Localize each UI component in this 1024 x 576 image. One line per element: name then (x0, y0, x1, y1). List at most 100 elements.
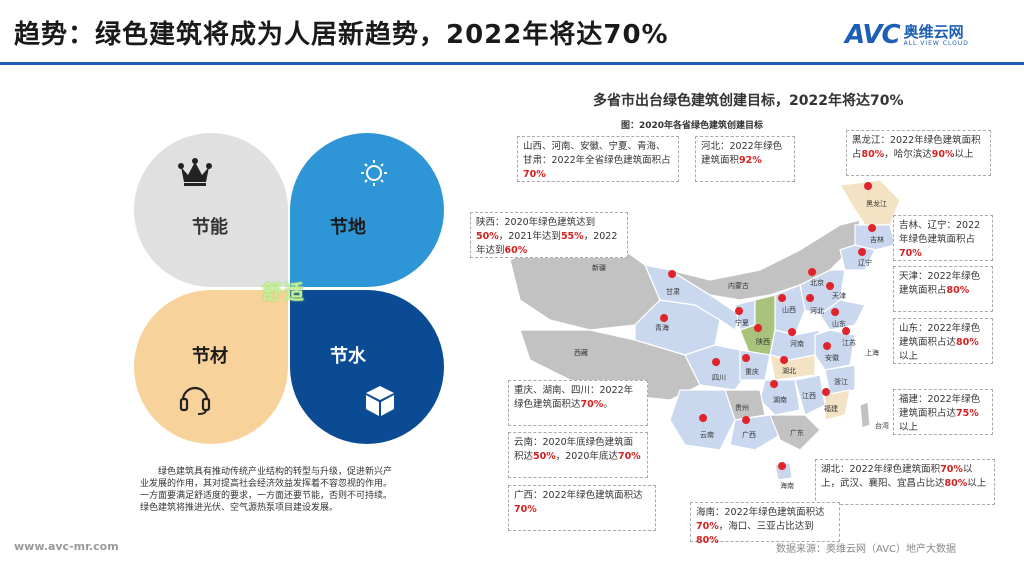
province-label: 四川 (712, 374, 726, 382)
note-text: 河北：2022年绿色建筑面积 (701, 141, 783, 166)
footer-url: www.avc-mr.com (14, 540, 119, 553)
province-label: 江苏 (842, 338, 856, 347)
pin-icon (868, 224, 877, 240)
province-label: 山西 (782, 305, 796, 314)
province-label: 陕西 (756, 337, 770, 346)
description-line: 一方面要满足舒适度的要求，一方面还要节能，否则不可持续。 (140, 491, 393, 501)
province-label: 广东 (790, 428, 804, 437)
pin-icon (735, 307, 744, 323)
note-shaanxi: 陕西：2020年绿色建筑达到 50%，2021年达到55%，2022年达到60% (470, 212, 628, 258)
note-highlight: 75% (956, 408, 979, 419)
petal-material: 节材 (134, 290, 288, 444)
pin-icon (668, 270, 677, 286)
note-heilongjiang: 黑龙江：2022年绿色建筑面积占80%，哈尔滨达90%以上 (846, 130, 991, 176)
note-highlight: 70% (696, 521, 719, 532)
pin-icon (778, 294, 787, 310)
note-text: ，海口、三亚占比达到 (718, 521, 814, 532)
note-highlight: 80% (946, 285, 970, 296)
province-label: 湖北 (782, 366, 796, 375)
note-text: 以上 (899, 351, 919, 362)
province-label: 河北 (810, 307, 824, 315)
logo-avc-text: AVC (845, 20, 901, 50)
note-yunnan: 云南：2020年底绿色建筑面积达50%，2020年底达70% (508, 432, 648, 478)
pin-icon (826, 282, 835, 298)
pin-icon (712, 358, 721, 374)
province-label: 湖南 (773, 395, 787, 404)
note-text: 黑龙江：2022年绿色建筑面积占 (852, 135, 981, 160)
province-label: 海南 (780, 481, 794, 490)
province-fujian (824, 389, 851, 421)
pin-icon (742, 416, 751, 432)
province-label: 浙江 (834, 377, 848, 386)
province-label: 天津 (832, 292, 846, 300)
province-label: 辽宁 (858, 258, 872, 267)
note-hubei: 湖北：2022年绿色建筑面积70%以上，武汉、襄阳、宜昌占比达80%以上 (815, 459, 995, 505)
logo-en-text: ALL VIEW CLOUD (903, 39, 969, 47)
map-subtitle: 图：2020年各省绿色建筑创建目标 (621, 121, 764, 131)
data-source: 数据来源：奥维云网（AVC）地产大数据 (776, 544, 957, 555)
province-label: 宁夏 (735, 318, 749, 327)
pin-icon (822, 388, 831, 404)
pin-icon (788, 328, 797, 344)
description-line: 绿色建筑具有推动传统产业结构的转型与升级，促进新兴产 (158, 467, 393, 477)
pin-icon (660, 314, 669, 330)
note-jilin: 吉林、辽宁：2022年绿色建筑面积占 70% (893, 215, 993, 261)
center-word: 舒适 (262, 280, 306, 304)
page-title: 趋势：绿色建筑将成为人居新趋势，2022年将达70% (14, 20, 669, 50)
petal-water-label: 节水 (330, 346, 366, 367)
note-text: ，2021年达到 (498, 231, 561, 242)
province-label: 青海 (655, 323, 669, 332)
note-text: 海南：2022年绿色建筑面积达 (696, 507, 825, 518)
pin-icon (858, 248, 867, 264)
province-label: 河南 (790, 339, 804, 348)
petal-water: 节水 (290, 290, 444, 444)
note-text: 山西、河南、安徽、宁夏、青海、甘肃：2022年全省绿色建筑面积占 (523, 141, 671, 166)
note-hainan: 海南：2022年绿色建筑面积达 70%，海口、三亚占比达到 80% (690, 502, 840, 546)
pin-icon (864, 182, 873, 198)
province-jilin (854, 224, 896, 251)
logo-cn-text: 奥维云网 (903, 22, 964, 41)
petal-energy-label: 节能 (192, 217, 228, 238)
province-guangxi (729, 414, 781, 451)
province-label: 安徽 (825, 353, 839, 362)
description-line: 绿色建筑将推进光伏、空气源热泵项目建设发展。 (140, 503, 339, 513)
pin-icon (823, 342, 832, 358)
description-line: 业发展的作用，其对提高社会经济效益发挥着不容忽视的作用。 (140, 479, 393, 489)
note-highlight: 80% (956, 337, 979, 348)
note-shandong: 山东：2022年绿色建筑面积占达80% 以上 (893, 318, 993, 364)
province-zhejiang (824, 364, 856, 396)
petal-material-label: 节材 (192, 346, 228, 367)
cube-icon (366, 386, 394, 416)
petal-land-label: 节地 (330, 217, 366, 238)
header-divider (0, 62, 1024, 65)
description: 绿色建筑具有推动传统产业结构的转型与升级，促进新兴产 业发展的作用，其对提高社会… (140, 466, 470, 514)
province-label: 台湾 (875, 421, 889, 430)
province-label: 重庆 (745, 367, 759, 376)
province-label: 云南 (700, 430, 714, 439)
note-text: 广西：2022年绿色建筑面积达 (514, 490, 643, 501)
province-anhui (814, 329, 856, 371)
province-label: 内蒙古 (728, 281, 749, 290)
note-highlight: 80% (696, 535, 719, 546)
note-highlight: 70% (523, 169, 546, 180)
note-text: 湖北：2022年绿色建筑面积 (821, 464, 941, 475)
note-text: 天津：2022年绿色建筑面积占 (899, 271, 981, 296)
pin-icon (831, 308, 840, 324)
pin-icon (780, 356, 789, 372)
note-text: 吉林、辽宁：2022年绿色建筑面积占 (899, 220, 981, 245)
pin-icon (842, 327, 851, 343)
pin-icon (699, 414, 708, 430)
note-northwest: 山西、河南、安徽、宁夏、青海、甘肃：2022年全省绿色建筑面积占 70% (517, 136, 679, 182)
note-highlight: 80% (861, 149, 885, 160)
province-label: 上海 (865, 348, 879, 357)
province-label: 甘肃 (666, 287, 680, 296)
note-text: ，哈尔滨达 (884, 149, 932, 160)
note-text: 。 (603, 399, 613, 410)
note-highlight: 70% (940, 464, 963, 475)
note-highlight: 70% (580, 399, 604, 410)
note-text: ，2022年达到 (476, 231, 618, 256)
crown-icon (178, 158, 212, 186)
note-highlight: 80% (944, 478, 968, 489)
note-text: 以上 (899, 422, 919, 433)
petal-energy: 节能 (134, 133, 288, 287)
